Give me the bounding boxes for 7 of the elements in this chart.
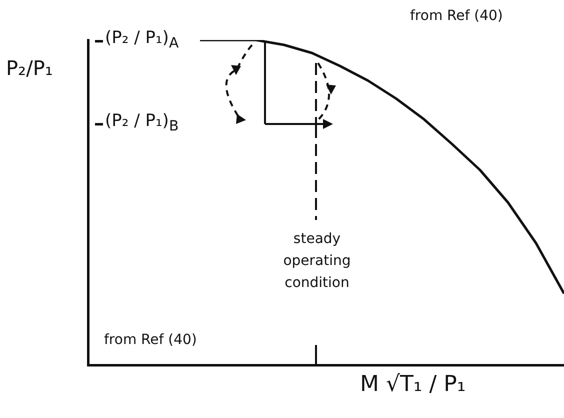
annotation: (P₂ / P₁)$_{A}$	[105, 28, 179, 52]
x-axis-title: M √T₁ / P₁	[360, 372, 466, 397]
annotation: from Ref (40)	[104, 332, 197, 348]
y-axis-title: P₂/P₁	[6, 56, 53, 80]
annotation: steady operating condition	[282, 230, 352, 293]
text: from Ref (40)	[410, 8, 503, 24]
annotation: (P₂ / P₁)$_{B}$	[105, 111, 179, 134]
